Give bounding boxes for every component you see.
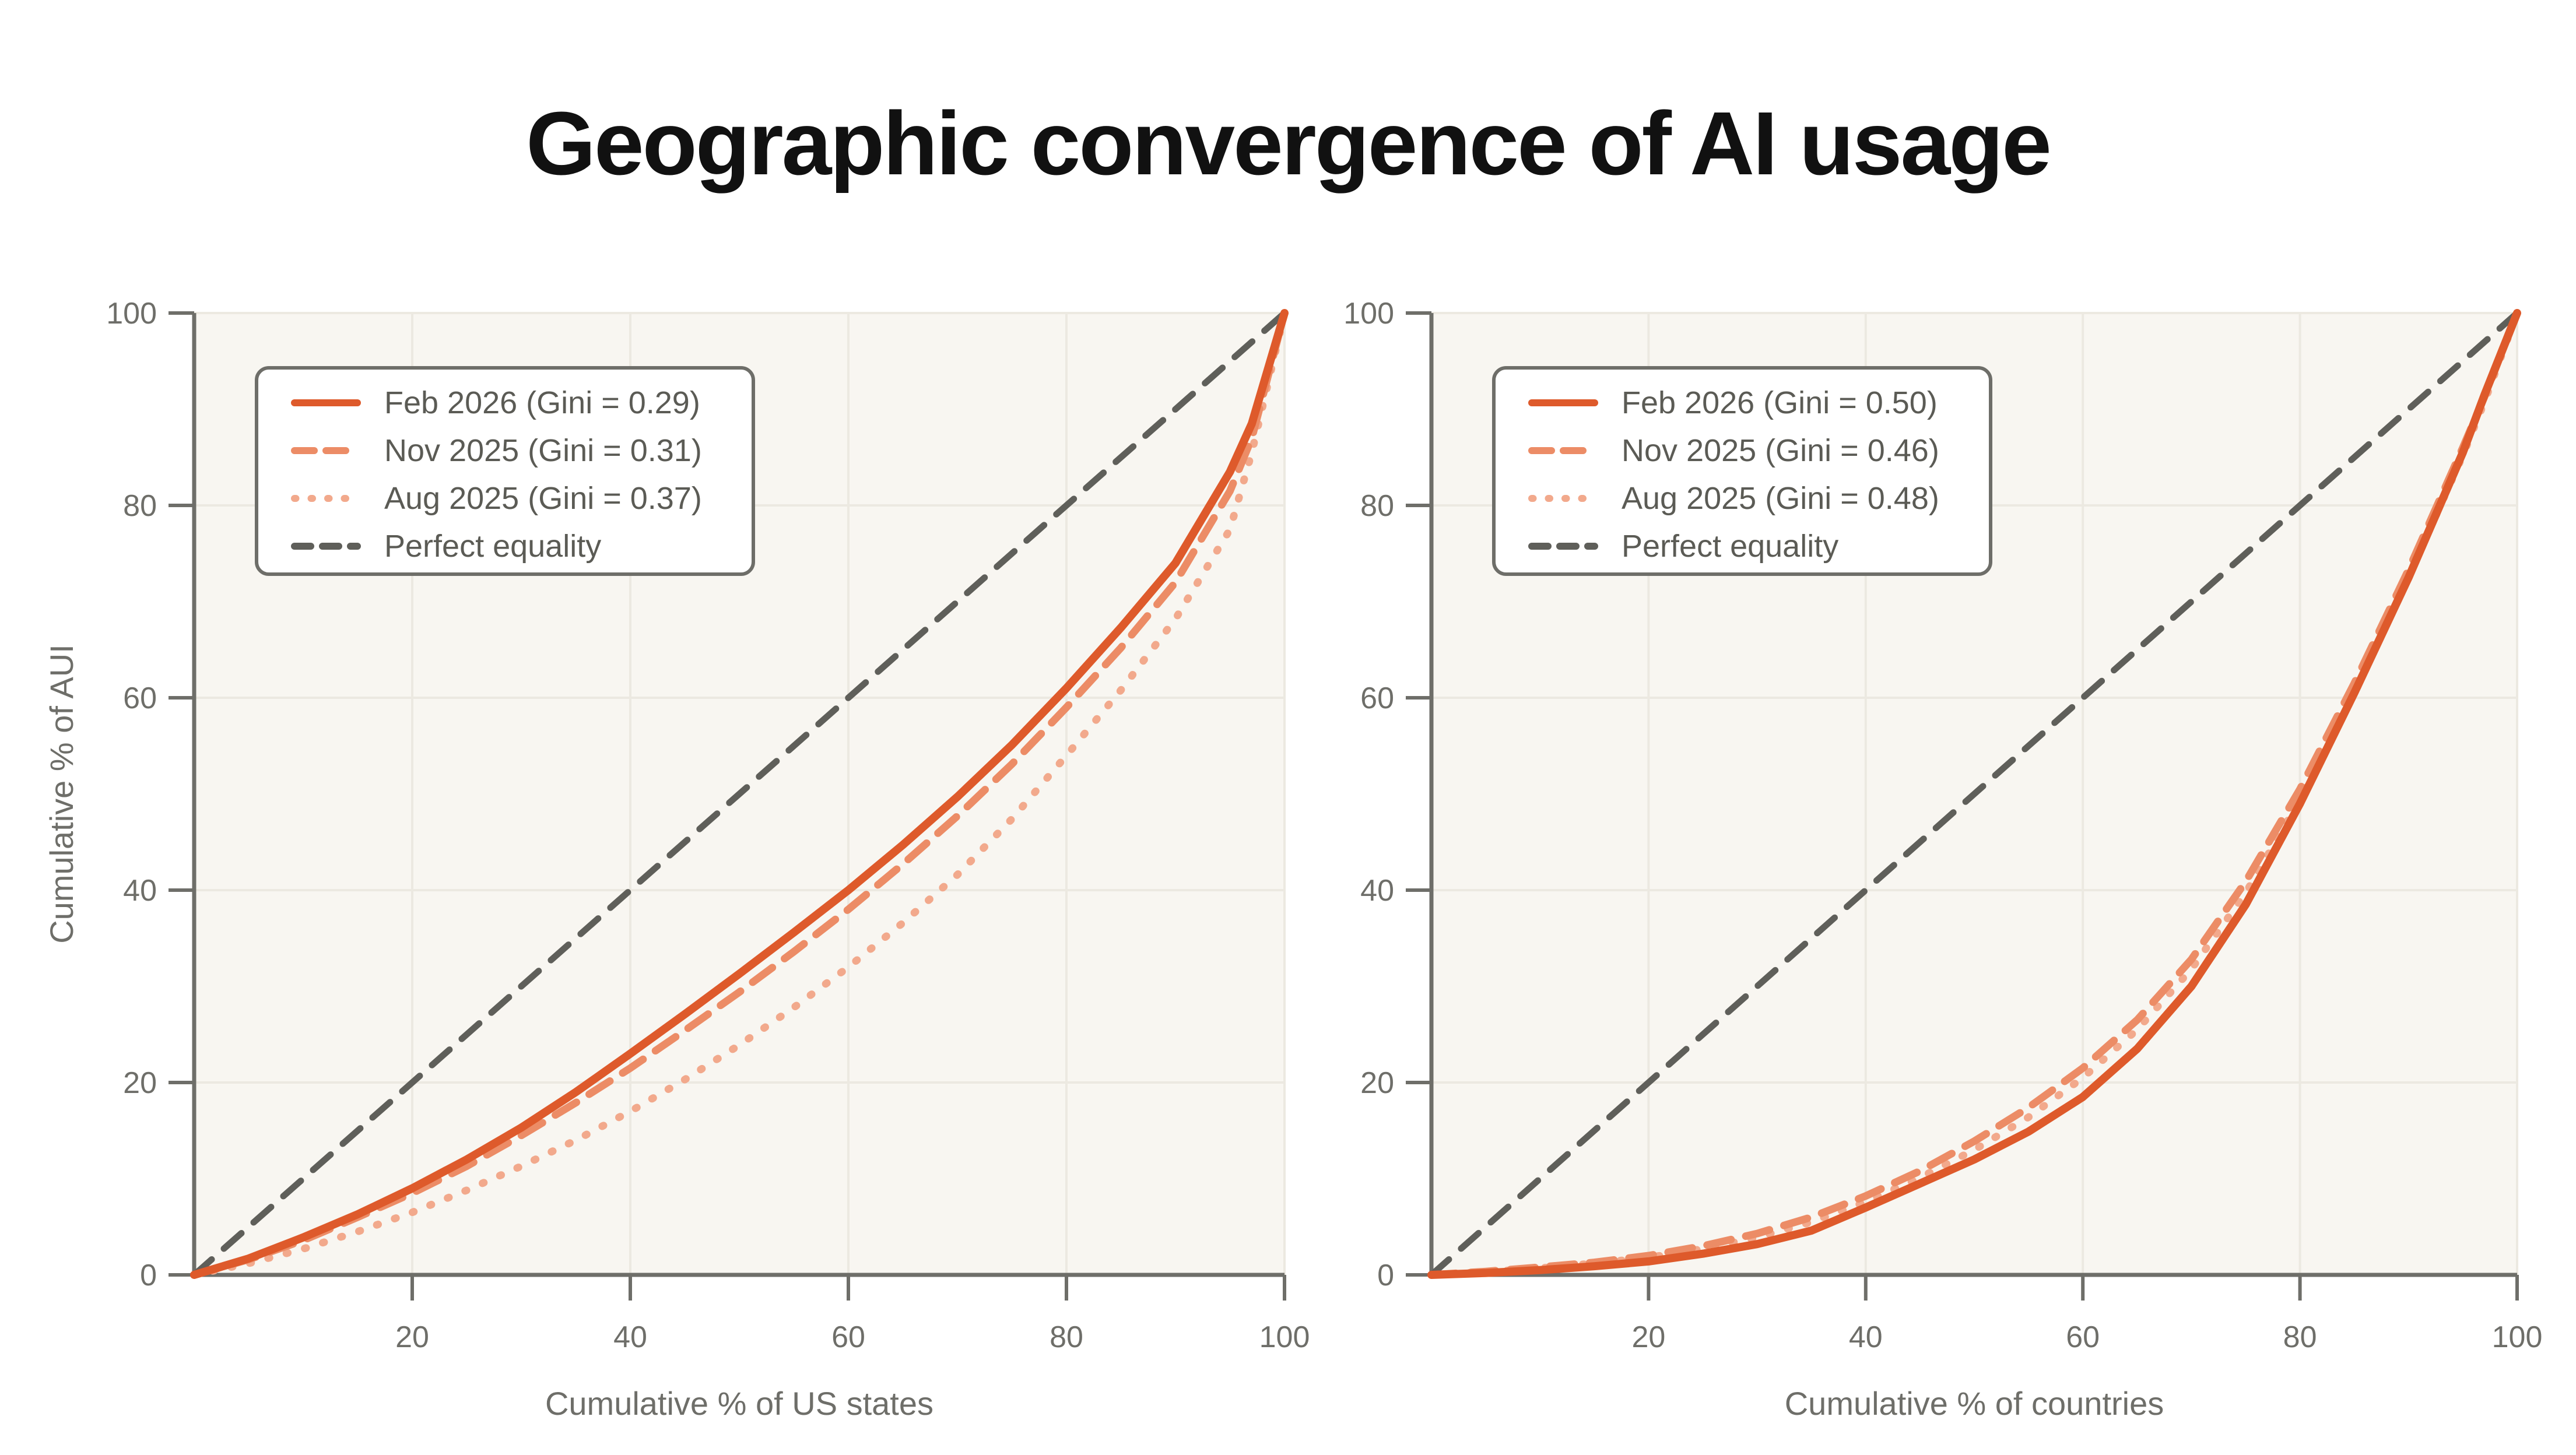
curve-feb-2026: [1427, 309, 2521, 1279]
x-tick-label: 100: [1259, 1320, 1310, 1354]
x-tick-label: 40: [1849, 1320, 1883, 1354]
x-tick-label: 60: [2066, 1320, 2100, 1354]
legend-label: Perfect equality: [384, 529, 602, 564]
y-tick-label: 80: [123, 489, 157, 523]
legend-label: Perfect equality: [1622, 529, 1839, 564]
legend-item-perfect-equality: Perfect equality: [1528, 522, 1989, 570]
legend-label: Aug 2025 (Gini = 0.37): [384, 481, 702, 516]
legend-label: Nov 2025 (Gini = 0.31): [384, 433, 702, 468]
x-tick-label: 100: [2492, 1320, 2543, 1354]
x-axis-label-countries: Cumulative % of countries: [1784, 1385, 2164, 1422]
legend-item-nov-2025: Nov 2025 (Gini = 0.31): [291, 427, 752, 475]
legend-item-aug-2025: Aug 2025 (Gini = 0.37): [291, 475, 752, 522]
legend-label: Feb 2026 (Gini = 0.50): [1622, 385, 1938, 420]
x-tick-label: 20: [395, 1320, 429, 1354]
dotted-line-sample-icon: [1528, 495, 1598, 502]
y-axis-label: Cumulative % of AUI: [43, 644, 80, 944]
gray-dashed-line-sample-icon: [291, 543, 361, 550]
y-tick-label: 60: [123, 681, 157, 715]
dashed-line-sample-icon: [1528, 447, 1598, 454]
curve-perfect-equality: [1428, 310, 2521, 1278]
gray-dashed-line-sample-icon: [1528, 543, 1598, 550]
y-tick-label: 100: [106, 297, 157, 331]
legend-item-perfect-equality: Perfect equality: [291, 522, 752, 570]
legend-item-nov-2025: Nov 2025 (Gini = 0.46): [1528, 427, 1989, 475]
y-tick-label: 20: [123, 1066, 157, 1100]
solid-line-sample-icon: [1528, 399, 1598, 406]
y-tick-label: 0: [1377, 1259, 1394, 1292]
x-tick-label: 80: [1050, 1320, 1083, 1354]
figure-title: Geographic convergence of AI usage: [526, 93, 2052, 194]
legend-item-feb-2026: Feb 2026 (Gini = 0.29): [291, 379, 752, 427]
y-tick-label: 20: [1360, 1066, 1394, 1100]
legend-item-aug-2025: Aug 2025 (Gini = 0.48): [1528, 475, 1989, 522]
x-axis-label-us-states: Cumulative % of US states: [545, 1385, 934, 1422]
legend-label: Feb 2026 (Gini = 0.29): [384, 385, 700, 420]
dashed-line-sample-icon: [291, 447, 361, 454]
dotted-line-sample-icon: [291, 495, 361, 502]
y-tick-label: 40: [1360, 874, 1394, 908]
y-tick-label: 100: [1343, 297, 1394, 331]
legend-us-states: Feb 2026 (Gini = 0.29) Nov 2025 (Gini = …: [255, 366, 755, 576]
y-tick-label: 80: [1360, 489, 1394, 523]
legend-label: Aug 2025 (Gini = 0.48): [1622, 481, 1939, 516]
curve-perfect-equality: [191, 310, 1288, 1278]
x-tick-label: 20: [1631, 1320, 1665, 1354]
x-tick-label: 40: [613, 1320, 647, 1354]
legend-item-feb-2026: Feb 2026 (Gini = 0.50): [1528, 379, 1989, 427]
curve-feb-2026: [190, 309, 1289, 1279]
solid-line-sample-icon: [291, 399, 361, 406]
legend-countries: Feb 2026 (Gini = 0.50) Nov 2025 (Gini = …: [1492, 366, 1992, 576]
x-tick-label: 80: [2283, 1320, 2317, 1354]
y-tick-label: 40: [123, 874, 157, 908]
y-tick-label: 0: [140, 1259, 157, 1292]
legend-label: Nov 2025 (Gini = 0.46): [1622, 433, 1939, 468]
y-tick-label: 60: [1360, 681, 1394, 715]
curve-aug-2025: [190, 309, 1289, 1279]
x-tick-label: 60: [831, 1320, 865, 1354]
